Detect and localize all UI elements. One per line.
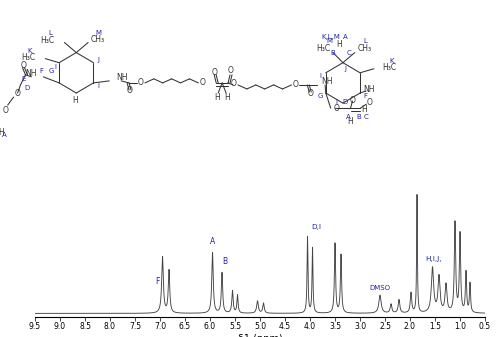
Text: C: C: [364, 114, 368, 120]
Text: NH: NH: [321, 78, 332, 86]
Text: I: I: [320, 73, 322, 79]
Text: I: I: [336, 99, 338, 105]
Text: F: F: [155, 277, 159, 286]
Text: D,I: D,I: [311, 224, 321, 230]
Text: H: H: [348, 117, 354, 126]
Text: O: O: [212, 68, 217, 77]
Text: J: J: [98, 57, 100, 63]
Text: A: A: [346, 114, 351, 120]
Text: O: O: [228, 66, 234, 75]
Text: H: H: [336, 40, 342, 49]
Text: G: G: [318, 93, 324, 99]
Text: K,L,M: K,L,M: [322, 34, 340, 40]
Text: CH₃: CH₃: [90, 35, 104, 44]
Text: O: O: [2, 106, 8, 115]
Text: DMSO: DMSO: [370, 285, 390, 291]
Text: J: J: [345, 66, 347, 72]
Text: I: I: [98, 83, 100, 89]
Text: H: H: [72, 96, 78, 104]
Text: L: L: [364, 38, 368, 44]
Text: O: O: [231, 80, 237, 88]
Text: O: O: [366, 98, 372, 106]
Text: B: B: [356, 114, 361, 120]
Text: B: B: [222, 257, 228, 266]
Text: NH: NH: [363, 86, 374, 94]
Text: O: O: [200, 79, 205, 87]
Text: H₃C: H₃C: [40, 36, 54, 45]
Text: B: B: [330, 50, 336, 56]
Text: D: D: [342, 99, 347, 105]
Text: O: O: [14, 89, 20, 97]
Text: CH₃: CH₃: [358, 44, 372, 53]
X-axis label: δ1 (ppm): δ1 (ppm): [238, 334, 282, 337]
Text: O: O: [334, 104, 340, 113]
Text: F: F: [40, 68, 44, 74]
Text: F: F: [363, 93, 367, 99]
Text: O: O: [308, 89, 313, 97]
Text: A: A: [2, 132, 7, 139]
Text: O: O: [350, 96, 356, 104]
Text: O: O: [127, 87, 133, 95]
Text: M: M: [326, 38, 332, 44]
Text: H₃C: H₃C: [21, 53, 35, 62]
Text: H: H: [224, 93, 230, 101]
Text: H: H: [0, 128, 4, 137]
Text: O: O: [20, 61, 26, 70]
Text: NH: NH: [116, 73, 128, 82]
Text: H₃C: H₃C: [382, 63, 396, 72]
Text: O: O: [292, 81, 298, 89]
Text: H: H: [214, 93, 220, 101]
Text: G: G: [48, 68, 54, 74]
Text: M: M: [95, 30, 101, 36]
Text: K: K: [27, 48, 32, 54]
Text: D: D: [25, 85, 30, 91]
Text: E: E: [22, 76, 26, 82]
Text: NH: NH: [25, 69, 36, 78]
Text: A: A: [342, 34, 347, 40]
Text: K: K: [390, 58, 394, 64]
Text: H₃C: H₃C: [316, 44, 330, 53]
Text: A: A: [210, 237, 215, 246]
Text: I: I: [54, 64, 56, 70]
Text: H: H: [362, 105, 367, 114]
Text: O: O: [138, 79, 144, 87]
Text: L: L: [48, 30, 52, 36]
Text: C: C: [346, 50, 351, 56]
Text: H,I,J,: H,I,J,: [426, 256, 442, 262]
